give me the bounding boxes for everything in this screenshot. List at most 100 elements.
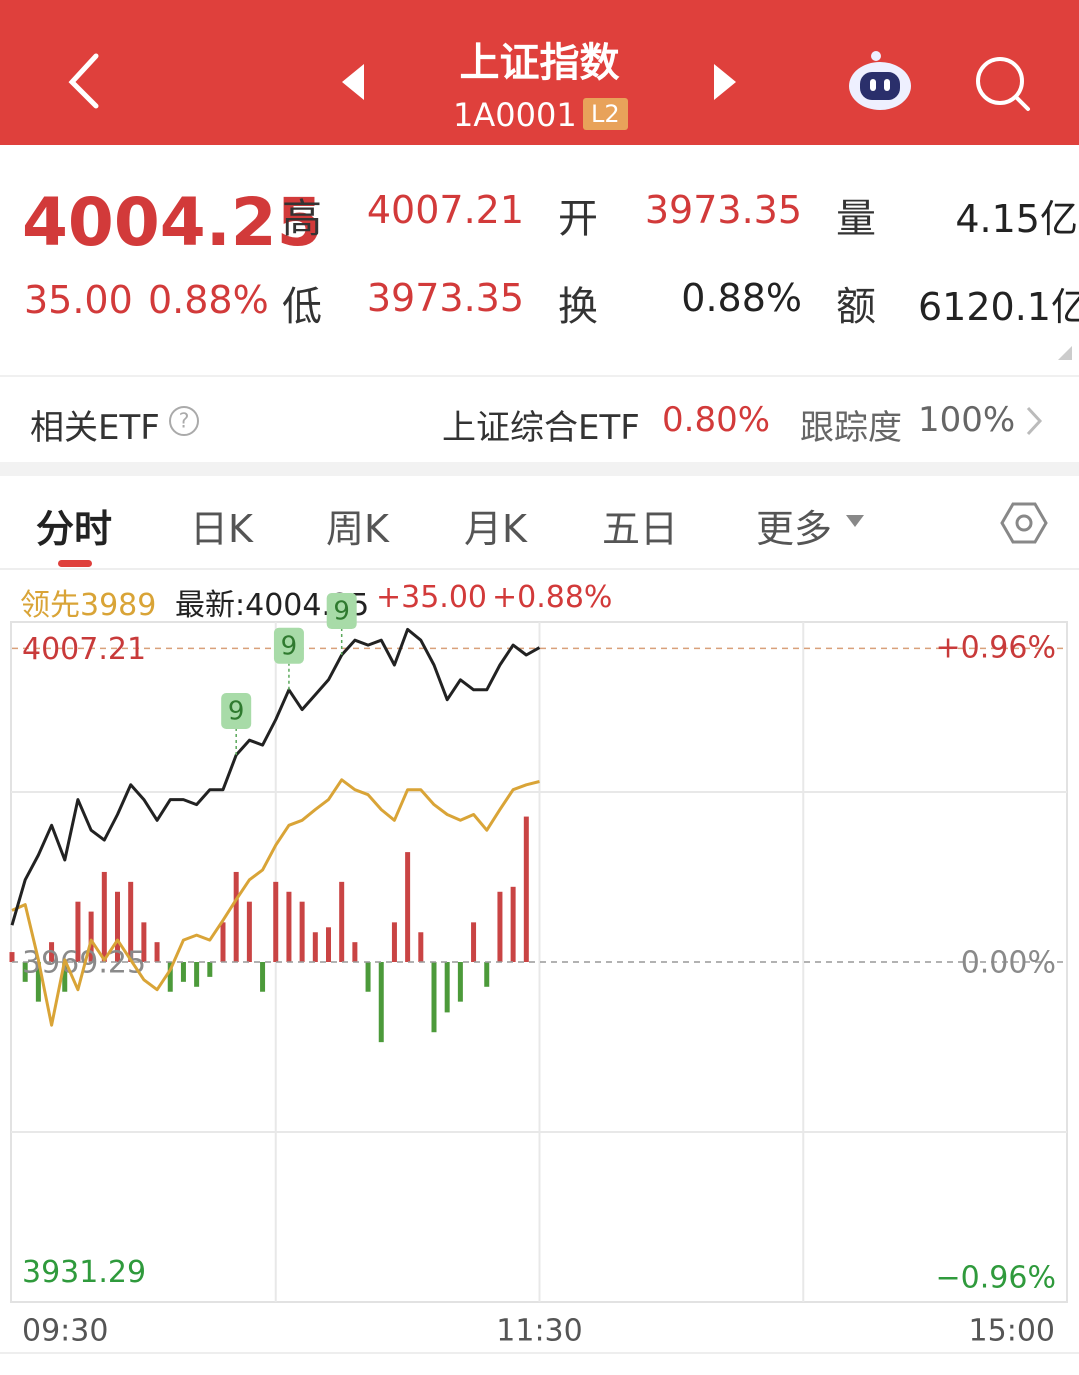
svg-text:?: ?: [179, 409, 190, 433]
item-value: 4.15亿: [955, 197, 1078, 241]
volume-bar: [9, 952, 15, 962]
prev-button[interactable]: [342, 64, 364, 100]
track-value: 100%: [918, 400, 1016, 440]
volume-bar: [141, 922, 147, 962]
x-tick-label: 15:00: [969, 1314, 1055, 1349]
back-button[interactable]: [68, 53, 99, 109]
series-line: [11, 778, 540, 1027]
tab[interactable]: 五日: [602, 507, 679, 551]
volume-bar: [220, 922, 226, 962]
y2-tick-label: 0.00%: [961, 946, 1056, 981]
annotation-label: 9: [281, 631, 298, 661]
volume-bar: [180, 962, 186, 982]
item-label: 换: [558, 284, 598, 330]
volume-bar: [207, 962, 213, 977]
separator: [0, 462, 1079, 476]
header: 上证指数 1A0001 L2: [0, 0, 1079, 145]
tab[interactable]: 周K: [326, 507, 389, 551]
volume-bar: [352, 942, 358, 962]
assistant-button[interactable]: [849, 51, 911, 110]
expand-corner[interactable]: [1054, 344, 1074, 362]
item-value: 3973.35: [644, 188, 802, 232]
item-label: 开: [558, 196, 598, 242]
volume-bar: [339, 881, 345, 962]
lead-info: 领先3989: [20, 588, 157, 623]
item-label: 额: [836, 284, 876, 330]
item-label: 高: [282, 196, 322, 242]
etf-name[interactable]: 上证综合ETF: [442, 408, 640, 448]
y-tick-label: 3931.29: [22, 1255, 146, 1290]
more-arrow[interactable]: [844, 512, 866, 530]
volume-bar: [391, 922, 397, 962]
volume-bar: [444, 962, 450, 1013]
volume-bar: [484, 962, 490, 987]
item-value: 0.88%: [681, 276, 802, 320]
search-button[interactable]: [976, 57, 1030, 111]
annotation-label: 9: [333, 597, 350, 627]
x-tick-label: 11:30: [496, 1314, 582, 1349]
series-line: [10, 627, 541, 926]
change-pct: 0.88%: [148, 278, 269, 322]
volume-bar: [35, 962, 41, 1002]
item-value: 6120.1亿: [918, 285, 1079, 329]
annotation-box: [273, 627, 304, 664]
item-value: 4007.21: [366, 188, 524, 232]
track-label: 跟踪度: [800, 408, 902, 448]
volume-bar: [312, 932, 318, 962]
y-tick-label: 4007.21: [22, 632, 146, 667]
volume-bar: [75, 901, 81, 962]
volume-bar: [418, 932, 424, 962]
volume-bar: [62, 962, 68, 992]
volume-bar: [101, 871, 107, 962]
annotation-box: [221, 693, 252, 730]
volume-bar: [365, 962, 371, 992]
volume-bar: [115, 891, 120, 962]
price: 4004.25: [22, 184, 323, 261]
tab[interactable]: 月K: [464, 507, 527, 551]
item-label: 量: [836, 196, 876, 242]
volume-bar: [471, 922, 477, 962]
volume-bar: [260, 962, 266, 992]
change-info: +35.00: [376, 580, 488, 615]
code: 1A0001: [453, 96, 577, 134]
next-button[interactable]: [714, 64, 736, 100]
header-icons: [68, 51, 1030, 111]
annotation-box: [326, 593, 357, 630]
etf-chevron[interactable]: [1022, 404, 1046, 438]
etf-pct: 0.80%: [662, 400, 771, 440]
divider: [0, 375, 1079, 377]
volume-bar: [273, 881, 279, 962]
volume-bar: [299, 901, 305, 962]
volume-bar: [154, 942, 160, 962]
item-value: 3973.35: [366, 276, 524, 320]
volume-bar: [431, 962, 437, 1033]
etf-label: 相关ETF: [30, 408, 160, 448]
volume-bar: [497, 891, 503, 962]
help-icon[interactable]: ?: [168, 404, 202, 438]
tab-indicator: [58, 560, 92, 567]
title: 上证指数: [459, 40, 620, 86]
pct-info: +0.88%: [492, 580, 613, 615]
volume-bar: [457, 962, 463, 1002]
annotation-label: 9: [228, 697, 245, 727]
volume-bar: [326, 927, 331, 962]
volume-bar: [378, 962, 384, 1043]
tab[interactable]: 更多: [756, 507, 833, 551]
volume-bar: [286, 891, 292, 962]
volume-bar: [194, 962, 200, 987]
tab[interactable]: 分时: [36, 507, 113, 551]
settings-button[interactable]: [1000, 500, 1048, 546]
volume-bar: [167, 962, 173, 992]
volume-bar: [405, 852, 411, 962]
y2-tick-label: +0.96%: [936, 631, 1056, 666]
divider: [0, 568, 1079, 570]
volume-bar: [246, 901, 252, 962]
tab[interactable]: 日K: [190, 507, 253, 551]
divider: [0, 1352, 1079, 1354]
x-tick-label: 09:30: [22, 1314, 108, 1349]
volume-bar: [88, 911, 94, 962]
volume-bar: [49, 942, 55, 962]
badge: L2: [583, 98, 628, 130]
